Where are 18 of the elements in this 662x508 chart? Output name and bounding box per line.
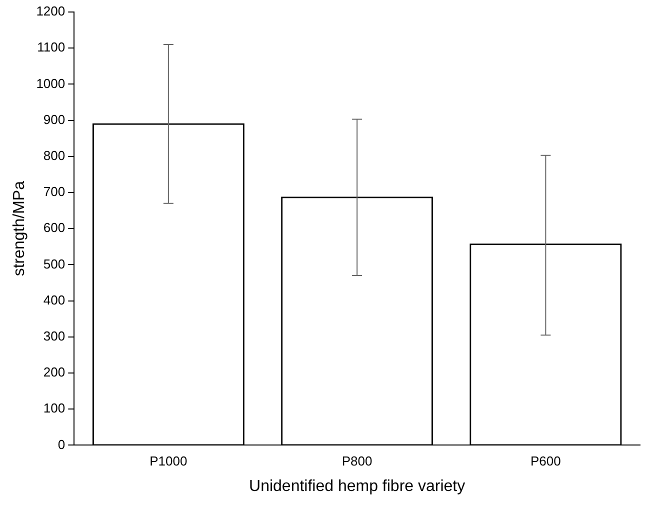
x-axis-title: Unidentified hemp fibre variety xyxy=(249,478,466,495)
y-tick-label: 1000 xyxy=(36,76,66,91)
y-tick-label: 1200 xyxy=(36,4,66,19)
y-tick-label: 400 xyxy=(43,292,66,308)
y-tick-label: 500 xyxy=(43,256,66,272)
y-tick-label: 600 xyxy=(43,220,66,236)
y-tick-label: 800 xyxy=(43,148,66,163)
y-tick-label: 0 xyxy=(58,436,66,452)
y-tick-label: 900 xyxy=(43,112,66,127)
y-axis-title: strength/MPa xyxy=(11,180,28,276)
x-tick-label: P800 xyxy=(342,454,372,469)
x-tick-label: P1000 xyxy=(150,454,188,469)
x-tick-label: P600 xyxy=(530,454,561,469)
y-tick-label: 200 xyxy=(43,364,66,380)
y-tick-label: 300 xyxy=(43,328,66,344)
y-tick-label: 700 xyxy=(43,184,66,200)
y-tick-label: 1100 xyxy=(37,40,66,55)
y-tick-label: 100 xyxy=(43,400,66,416)
